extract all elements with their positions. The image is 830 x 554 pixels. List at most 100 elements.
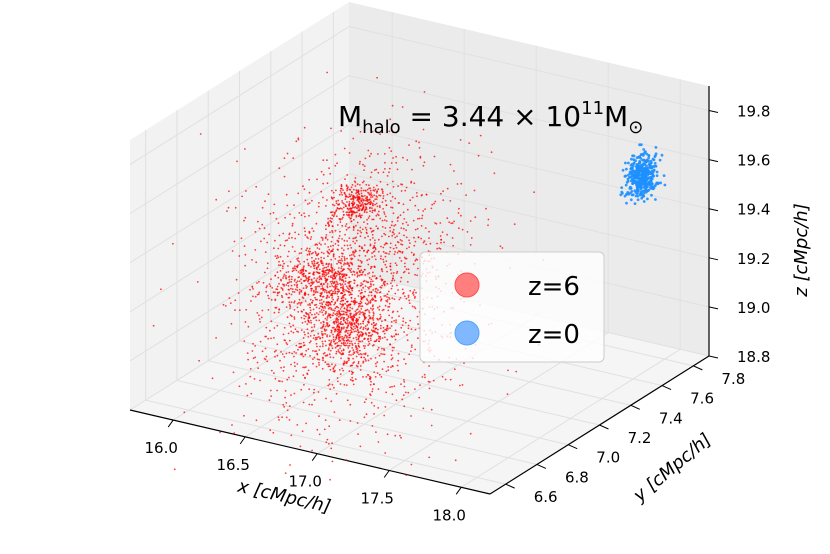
data-point-z=6 [278,291,281,294]
data-point-z=0 [663,183,667,187]
data-point-z=0 [653,161,657,165]
data-point-z=6 [315,319,318,322]
data-point-z=6 [293,301,295,304]
data-point-z=6 [377,306,379,309]
data-point-z=6 [326,268,329,271]
data-point-z=6 [414,307,417,310]
data-point-z=6 [307,320,310,323]
data-point-z=6 [390,325,393,327]
data-point-z=6 [341,328,343,330]
data-point-z=6 [288,351,291,354]
data-point-z=6 [444,378,447,381]
data-point-z=6 [425,193,428,196]
data-point-z=6 [320,322,322,324]
data-point-z=6 [285,306,288,308]
data-point-z=6 [379,275,382,278]
data-point-z=6 [326,273,328,276]
data-point-z=6 [348,281,351,283]
data-point-z=6 [382,353,384,355]
data-point-z=6 [235,278,238,281]
data-point-z=6 [324,317,327,320]
data-point-z=6 [273,311,276,314]
data-point-z=6 [430,424,433,427]
data-point-z=6 [375,287,378,290]
data-point-z=6 [376,190,379,192]
data-point-z=6 [335,392,338,395]
data-point-z=6 [322,196,324,199]
data-point-z=6 [310,265,312,268]
data-point-z=6 [346,240,348,242]
data-point-z=6 [251,350,254,352]
data-point-z=6 [335,334,338,337]
data-point-z=6 [298,280,301,282]
data-point-z=6 [313,293,315,296]
data-point-z=6 [416,274,418,277]
data-point-z=6 [232,371,235,374]
data-point-z=6 [415,291,417,294]
data-point-z=6 [323,428,326,431]
data-point-z=6 [366,259,369,262]
data-point-z=6 [309,250,312,253]
data-point-z=6 [327,217,329,220]
data-point-z=6 [374,198,377,201]
data-point-z=6 [269,389,272,392]
data-point-z=6 [353,218,355,221]
data-point-z=6 [350,297,353,299]
data-point-z=6 [382,258,385,261]
data-point-z=6 [241,195,244,198]
data-point-z=6 [306,258,309,261]
data-point-z=6 [319,311,321,313]
data-point-z=6 [296,283,299,286]
data-point-z=6 [300,278,302,281]
data-point-z=6 [274,274,277,277]
data-point-z=6 [377,214,380,217]
data-point-z=6 [313,313,316,316]
data-point-z=6 [487,224,489,227]
data-point-z=6 [413,306,416,308]
data-point-z=6 [246,352,249,354]
data-point-z=6 [338,369,341,371]
data-point-z=6 [366,250,369,253]
data-point-z=6 [326,238,329,241]
data-point-z=6 [406,208,409,211]
data-point-z=6 [423,373,426,376]
data-point-z=6 [303,212,305,215]
data-point-z=6 [247,358,250,361]
data-point-z=6 [250,300,252,302]
data-point-z=6 [360,209,363,212]
data-point-z=6 [460,182,463,185]
data-point-z=6 [351,347,354,349]
data-point-z=6 [359,302,361,305]
data-point-z=6 [391,349,394,352]
data-point-z=6 [173,468,176,471]
data-point-z=6 [341,316,343,319]
data-point-z=6 [391,316,393,319]
data-point-z=6 [329,219,331,222]
data-point-z=6 [331,189,333,192]
data-point-z=6 [332,274,334,277]
data-point-z=6 [380,353,382,355]
data-point-z=6 [321,336,324,339]
data-point-z=6 [389,327,391,329]
data-point-z=6 [348,340,351,342]
data-point-z=6 [326,334,328,336]
data-point-z=6 [332,356,335,359]
data-point-z=6 [361,202,364,204]
z-tick-mark [708,355,719,359]
data-point-z=6 [327,384,330,387]
data-point-z=6 [386,338,389,341]
data-point-z=0 [630,157,633,161]
data-point-z=6 [342,285,345,287]
data-point-z=6 [289,307,291,309]
data-point-z=6 [422,164,425,167]
data-point-z=6 [372,247,374,250]
data-point-z=6 [393,346,395,349]
data-point-z=6 [274,239,276,242]
data-point-z=6 [361,197,364,200]
data-point-z=6 [339,207,342,210]
data-point-z=6 [348,216,351,219]
data-point-z=6 [349,336,351,339]
data-point-z=6 [352,240,355,243]
data-point-z=6 [350,354,352,356]
data-point-z=6 [300,248,303,250]
